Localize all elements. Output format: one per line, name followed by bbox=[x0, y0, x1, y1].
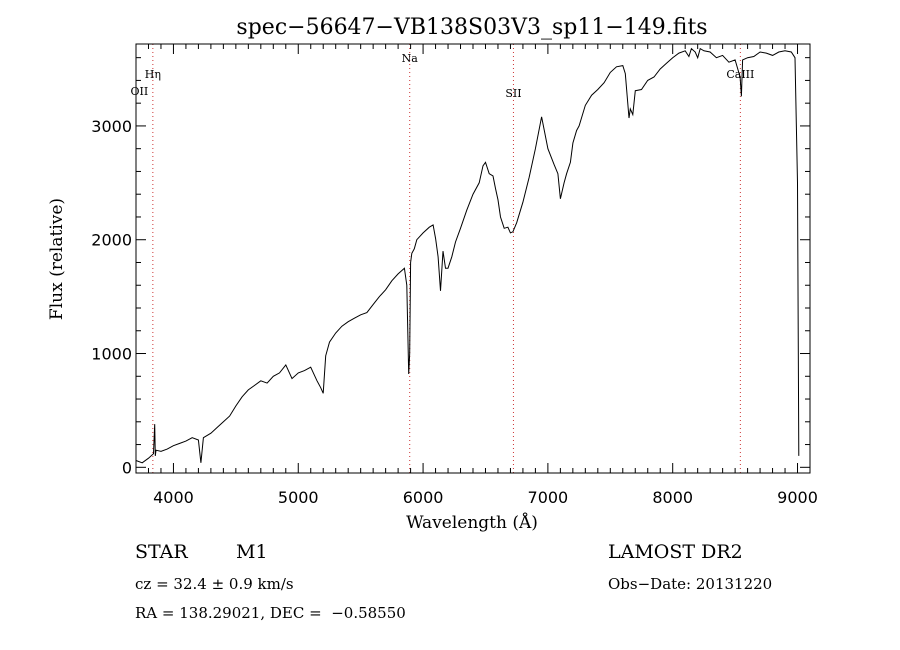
x-tick-label-5: 9000 bbox=[777, 488, 818, 507]
plot-frame bbox=[135, 43, 811, 474]
line-label-4: CaIII bbox=[726, 68, 754, 81]
object-type: STAR bbox=[135, 541, 188, 563]
y-tick-label-1: 1000 bbox=[91, 345, 132, 364]
x-tick-label-1: 5000 bbox=[278, 488, 319, 507]
line-label-3: SII bbox=[505, 87, 521, 100]
x-tick-label-0: 4000 bbox=[153, 488, 194, 507]
x-tick-label-4: 8000 bbox=[652, 488, 693, 507]
x-tick-label-3: 7000 bbox=[528, 488, 569, 507]
chart-title: spec−56647−VB138S03V3_sp11−149.fits bbox=[236, 15, 707, 40]
y-tick-label-3: 3000 bbox=[91, 117, 132, 136]
line-label-0: OII bbox=[131, 85, 149, 98]
x-tick-label-2: 6000 bbox=[403, 488, 444, 507]
y-tick-label-2: 2000 bbox=[91, 231, 132, 250]
line-label-1: Hη bbox=[145, 68, 161, 81]
plot-area: OII Hη Na SII CaIII 4000 5000 6000 7000 8000 9000 0… bbox=[91, 43, 818, 507]
obs-date: Obs−Date: 20131220 bbox=[608, 575, 773, 593]
x-axis-label: Wavelength (Å) bbox=[406, 512, 538, 533]
subclass: M1 bbox=[236, 541, 268, 563]
survey-name: LAMOST DR2 bbox=[608, 541, 743, 563]
coordinates: RA = 138.29021, DEC = −0.58550 bbox=[135, 604, 406, 622]
spectrum-line-0 bbox=[135, 47, 800, 464]
y-axis-label: Flux (relative) bbox=[47, 198, 67, 320]
y-tick-label-0: 0 bbox=[122, 458, 132, 477]
redshift-cz: cz = 32.4 ± 0.9 km/s bbox=[135, 575, 294, 593]
line-label-2: Na bbox=[402, 52, 419, 65]
